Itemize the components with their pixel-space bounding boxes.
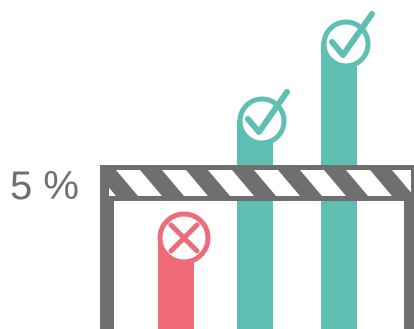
cross-icon (157, 211, 211, 265)
barrier-stripes (109, 170, 411, 196)
barrier-left-post (100, 165, 114, 329)
barrier (100, 165, 414, 329)
check-icon (237, 89, 290, 146)
barrier-right-post (404, 165, 414, 329)
threshold-label: 5 % (10, 164, 79, 208)
bar-pass-low (237, 120, 273, 329)
check-icon (321, 11, 375, 69)
